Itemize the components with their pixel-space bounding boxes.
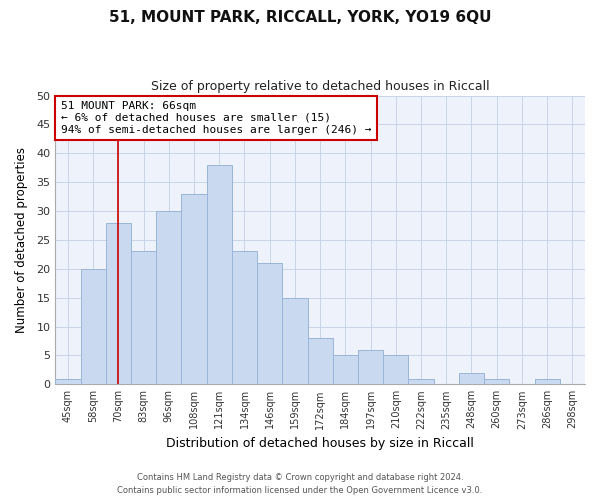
Bar bbox=[283, 298, 308, 384]
Y-axis label: Number of detached properties: Number of detached properties bbox=[15, 147, 28, 333]
Text: 51, MOUNT PARK, RICCALL, YORK, YO19 6QU: 51, MOUNT PARK, RICCALL, YORK, YO19 6QU bbox=[109, 10, 491, 25]
Bar bbox=[131, 252, 156, 384]
Bar bbox=[55, 378, 80, 384]
Bar bbox=[358, 350, 383, 384]
X-axis label: Distribution of detached houses by size in Riccall: Distribution of detached houses by size … bbox=[166, 437, 474, 450]
Bar bbox=[459, 373, 484, 384]
Bar bbox=[333, 356, 358, 384]
Bar bbox=[106, 222, 131, 384]
Bar bbox=[156, 211, 181, 384]
Title: Size of property relative to detached houses in Riccall: Size of property relative to detached ho… bbox=[151, 80, 490, 93]
Text: Contains HM Land Registry data © Crown copyright and database right 2024.
Contai: Contains HM Land Registry data © Crown c… bbox=[118, 474, 482, 495]
Bar bbox=[232, 252, 257, 384]
Bar bbox=[206, 165, 232, 384]
Bar bbox=[409, 378, 434, 384]
Text: 51 MOUNT PARK: 66sqm
← 6% of detached houses are smaller (15)
94% of semi-detach: 51 MOUNT PARK: 66sqm ← 6% of detached ho… bbox=[61, 102, 371, 134]
Bar bbox=[181, 194, 206, 384]
Bar bbox=[308, 338, 333, 384]
Bar bbox=[257, 263, 283, 384]
Bar bbox=[80, 269, 106, 384]
Bar bbox=[484, 378, 509, 384]
Bar bbox=[535, 378, 560, 384]
Bar bbox=[383, 356, 409, 384]
